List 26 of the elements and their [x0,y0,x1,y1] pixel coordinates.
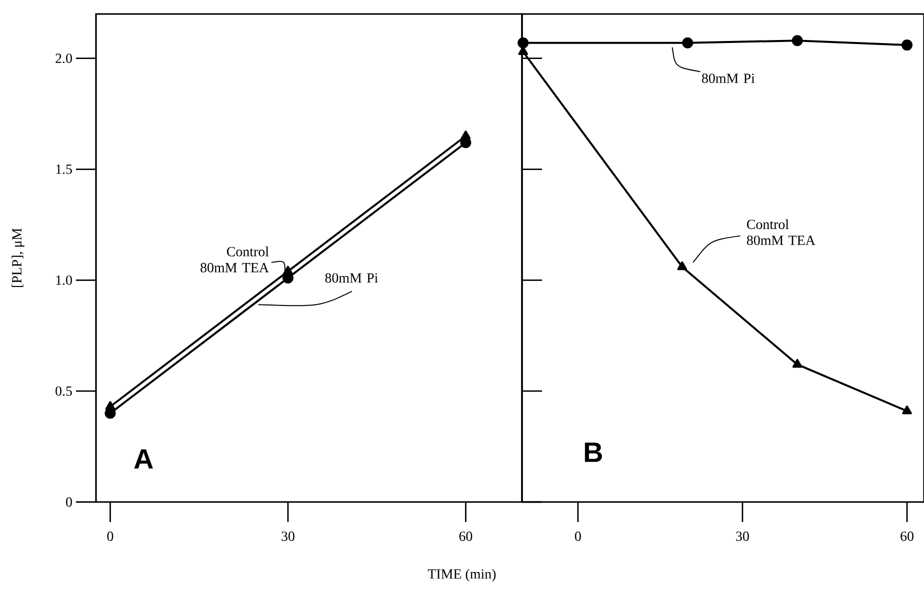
y-tick-label: 1.0 [56,275,72,285]
annotation: A [134,449,153,469]
annotation: B [584,442,602,462]
x-tick-label: 30 [282,532,294,541]
x-axis-title: TIME (min) [428,568,496,582]
y-tick-label: 1.5 [56,164,72,174]
point [677,261,688,270]
y-tick-label: 2.0 [56,54,72,64]
series-label: 80mM Pi [325,273,378,283]
point [792,35,803,46]
x-tick-label: 30 [736,532,749,541]
text: Control 80mM TEA [746,219,816,246]
y-tick-label: 0.5 [56,386,72,396]
y-axis-title: [PLP], μM [12,228,24,288]
x-tick-label: 0 [574,532,581,541]
point [902,406,912,414]
x-tick-label: 0 [107,532,114,541]
legend-label: Control 80mM TEA [200,246,269,272]
x-tick-label: 60 [459,532,472,541]
point [682,37,694,48]
point [902,40,913,51]
x-tick-label: 60 [900,532,914,541]
y-tick-label: 0 [66,497,72,507]
point [792,358,802,368]
text: 80mM Pi [702,74,755,84]
point [518,37,529,48]
